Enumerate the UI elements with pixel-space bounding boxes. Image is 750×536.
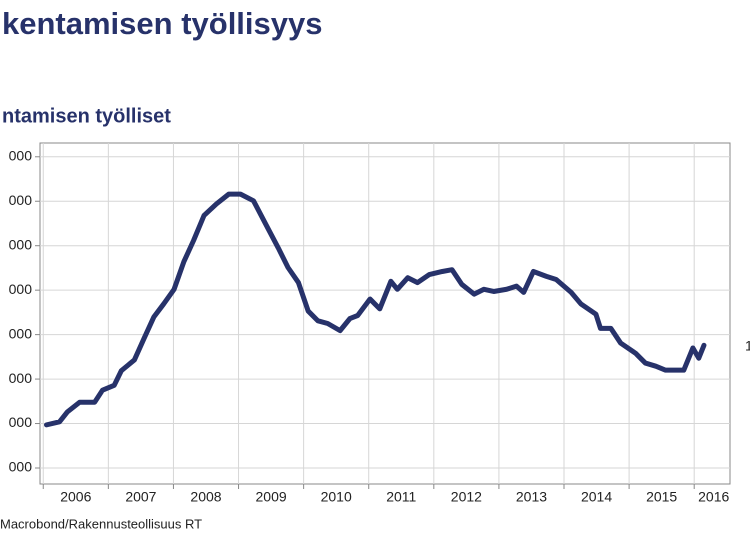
chart-subtitle: ntamisen työlliset	[2, 105, 171, 127]
y-tick-label: 000	[9, 147, 33, 163]
y-tick-label: 000	[9, 370, 33, 386]
x-tick-label: 2013	[516, 489, 547, 505]
x-tick-label: 2008	[190, 489, 221, 505]
x-tick-label: 2014	[581, 489, 612, 505]
x-tick-label: 2010	[321, 489, 352, 505]
line-series	[44, 191, 707, 428]
plot-frame	[39, 142, 731, 485]
y-tick-label: 000	[9, 459, 33, 475]
y-tick-label: 000	[9, 414, 33, 430]
y-tick-label: 000	[9, 192, 33, 208]
x-tick-label: 2009	[256, 489, 287, 505]
chart-title: kentamisen työllisyys	[2, 6, 323, 41]
x-tick-label: 2012	[451, 489, 482, 505]
y-tick-label: 000	[9, 281, 33, 297]
x-tick-label: 2016	[698, 489, 729, 505]
source: Macrobond/Rakennusteollisuus RT	[0, 516, 202, 531]
x-tick-label: 2006	[60, 489, 91, 505]
x-tick-label: 2007	[125, 489, 156, 505]
x-tick-label: 2011	[386, 489, 416, 505]
annotation: 1	[745, 338, 750, 354]
x-tick-label: 2015	[646, 489, 677, 505]
y-tick-label: 000	[9, 236, 33, 252]
y-tick-label: 000	[9, 325, 33, 341]
